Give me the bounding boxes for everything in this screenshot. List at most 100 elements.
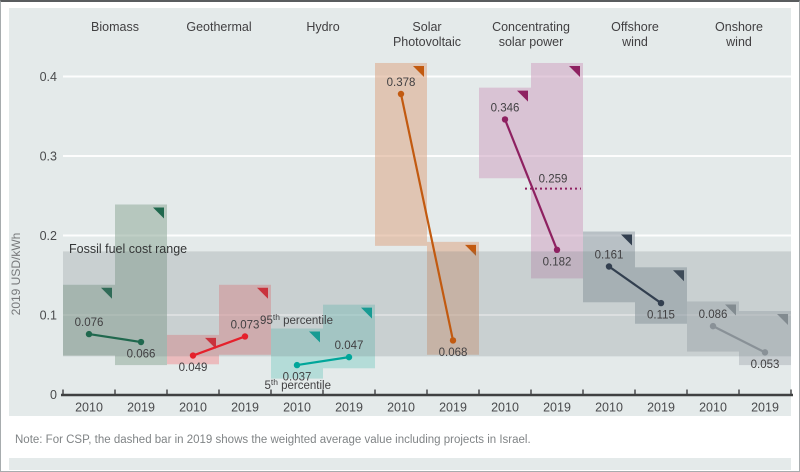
note-text: Note: For CSP, the dashed bar in 2019 sh…: [15, 434, 531, 446]
corner-marker-geothermal-2010: [205, 337, 216, 349]
column-header-hydro: Hydro: [306, 20, 339, 34]
fossil-band-label: Fossil fuel cost range: [69, 242, 187, 256]
average-dot-solar-photovoltaic-2019: [449, 337, 457, 344]
average-dot-geothermal-2019: [241, 333, 249, 340]
corner-marker-solar-photovoltaic-2010: [413, 65, 424, 77]
corner-marker-biomass-2010: [101, 287, 112, 299]
value-label-hydro-2010: 0.037: [283, 372, 312, 384]
value-label-hydro-2019: 0.047: [335, 340, 364, 352]
x-tick-label-onshore-wind-2019: 2019: [751, 401, 779, 415]
value-label-geothermal-2019: 0.073: [231, 319, 260, 331]
value-label-offshore-wind-2019: 0.115: [647, 310, 675, 322]
annotation-5-base: 5: [264, 380, 270, 392]
average-dot-concentrating-solar-power-2019: [553, 246, 561, 254]
x-tick-label-geothermal-2019: 2019: [231, 401, 259, 415]
x-tick-label-biomass-2010: 2010: [75, 401, 103, 415]
y-tick-label-0.4: 0.4: [40, 70, 57, 84]
average-dot-hydro-2019: [345, 353, 353, 361]
value-label-biomass-2010: 0.076: [75, 317, 104, 329]
average-line-solar-photovoltaic: [399, 93, 455, 341]
x-tick-label-biomass-2019: 2019: [127, 401, 155, 415]
average-dot-concentrating-solar-power-2010: [501, 116, 509, 123]
x-tick-label-offshore-wind-2019: 2019: [647, 401, 675, 415]
corner-marker-hydro-2019: [361, 307, 372, 319]
range-bars-layer: [63, 62, 791, 379]
corner-marker-onshore-wind-2019: [777, 314, 788, 326]
average-dot-offshore-wind-2010: [605, 263, 613, 270]
column-header-onshore-wind: wind: [725, 35, 752, 49]
annotation-95-rest: percentile: [280, 315, 333, 327]
average-line-hydro: [296, 356, 350, 367]
average-dot-biomass-2019: [137, 338, 145, 346]
average-line-onshore-wind: [712, 325, 766, 354]
bottom-strip: [9, 458, 791, 470]
x-tick-label-hydro-2019: 2019: [335, 401, 363, 415]
y-axis-title: 2019 USD/kWh: [9, 233, 23, 316]
column-header-solar-photovoltaic: Solar: [412, 20, 441, 34]
column-header-concentrating-solar-power: Concentrating: [492, 20, 570, 34]
value-label-onshore-wind-2019: 0.053: [751, 359, 780, 371]
csp-dashed-average-label: 0.259: [539, 174, 568, 186]
y-tick-label-0.1: 0.1: [40, 309, 57, 323]
average-dot-hydro-2010: [293, 361, 301, 369]
average-line-offshore-wind: [608, 265, 662, 304]
x-tick-label-hydro-2010: 2010: [283, 401, 311, 415]
column-header-offshore-wind: Offshore: [611, 20, 659, 34]
corner-marker-onshore-wind-2010: [725, 304, 736, 316]
corner-marker-geothermal-2019: [257, 287, 268, 299]
value-label-biomass-2019: 0.066: [127, 349, 156, 361]
column-header-solar-photovoltaic: Photovoltaic: [393, 35, 461, 49]
bar-hydro-2010: [271, 328, 323, 379]
average-dot-geothermal-2010: [189, 352, 197, 359]
annotation-95-sup: th: [273, 312, 280, 322]
average-dot-onshore-wind-2019: [761, 349, 769, 356]
value-label-offshore-wind-2010: 0.161: [595, 250, 624, 262]
corner-marker-biomass-2019: [153, 207, 164, 219]
corner-marker-hydro-2010: [309, 331, 320, 343]
x-tick-label-offshore-wind-2010: 2010: [595, 401, 623, 415]
value-label-concentrating-solar-power-2019: 0.182: [543, 256, 572, 268]
x-tick-label-solar-photovoltaic-2010: 2010: [387, 401, 415, 415]
x-tick-label-concentrating-solar-power-2010: 2010: [491, 401, 519, 415]
value-label-onshore-wind-2010: 0.086: [699, 309, 728, 321]
x-tick-label-onshore-wind-2010: 2010: [699, 401, 727, 415]
annotation-5-rest: percentile: [278, 380, 331, 392]
average-dot-offshore-wind-2019: [657, 299, 665, 307]
average-dot-onshore-wind-2010: [709, 322, 717, 330]
x-tick-label-concentrating-solar-power-2019: 2019: [543, 401, 571, 415]
column-header-geothermal: Geothermal: [186, 20, 251, 34]
x-tick-label-geothermal-2010: 2010: [179, 401, 207, 415]
x-tick-label-solar-photovoltaic-2019: 2019: [439, 401, 467, 415]
annotation-95-base: 95: [260, 315, 273, 327]
fossil-band-layer: Fossil fuel cost range: [63, 242, 791, 357]
column-header-offshore-wind: wind: [621, 35, 648, 49]
annotation-95th-percentile: 95th percentile: [260, 312, 333, 327]
column-header-biomass: Biomass: [91, 20, 139, 34]
corner-marker-solar-photovoltaic-2019: [465, 244, 476, 256]
average-dot-biomass-2010: [85, 330, 93, 338]
average-line-biomass: [88, 332, 142, 344]
column-header-concentrating-solar-power: solar power: [499, 35, 564, 49]
bar-concentrating-solar-power-2019: [531, 62, 583, 279]
y-tick-label-0.2: 0.2: [40, 229, 57, 243]
corner-marker-offshore-wind-2019: [673, 270, 684, 282]
average-dot-solar-photovoltaic-2010: [397, 90, 405, 98]
bar-onshore-wind-2019: [739, 311, 791, 366]
value-label-solar-photovoltaic-2019: 0.068: [439, 347, 468, 359]
average-line-concentrating-solar-power: [503, 119, 559, 251]
bar-biomass-2010: [63, 284, 115, 356]
average-line-geothermal: [192, 335, 246, 357]
value-label-geothermal-2010: 0.049: [179, 362, 208, 374]
axes-layer: 0 0.1 0.2 0.3 0.4 2010 2019 2010 2019 2010 2019 201…: [40, 70, 793, 415]
value-label-concentrating-solar-power-2010: 0.346: [491, 102, 520, 114]
corner-marker-concentrating-solar-power-2010: [517, 90, 528, 102]
corner-marker-offshore-wind-2010: [621, 234, 632, 246]
column-header-onshore-wind: Onshore: [715, 20, 763, 34]
corner-marker-concentrating-solar-power-2019: [569, 65, 580, 77]
y-tick-label-0: 0: [50, 388, 57, 402]
bar-offshore-wind-2019: [635, 267, 687, 324]
bar-solar-photovoltaic-2010: [375, 62, 427, 246]
